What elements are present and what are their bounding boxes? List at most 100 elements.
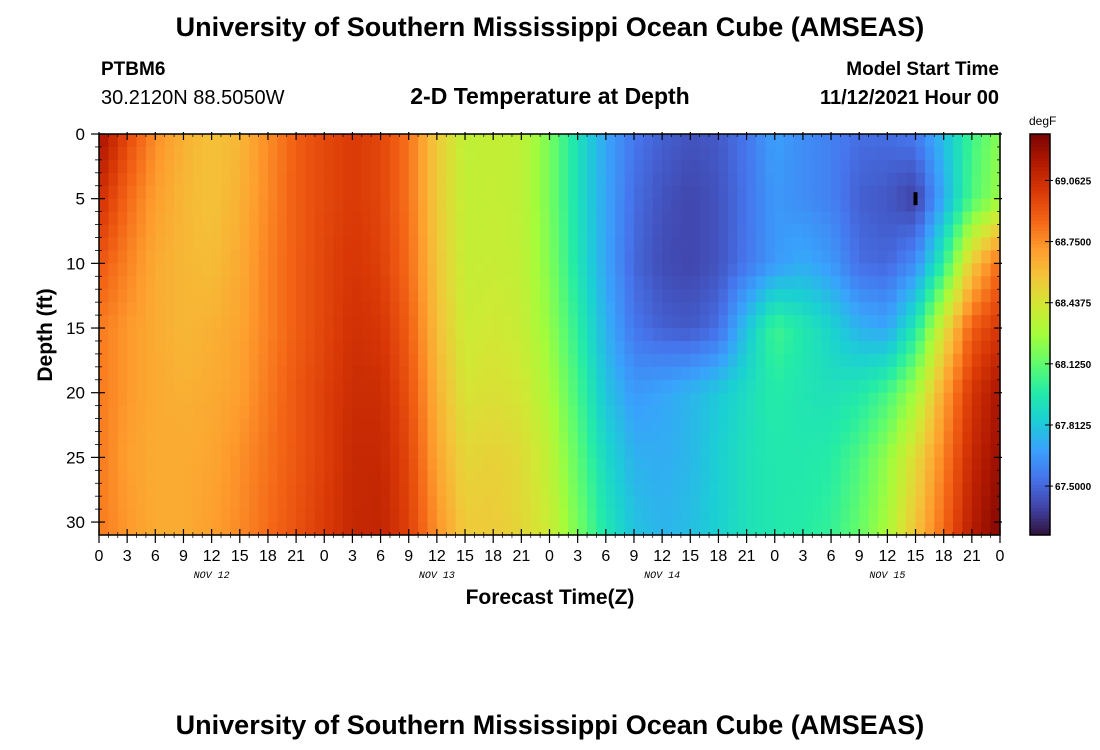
heatmap-cell <box>943 522 954 536</box>
heatmap-cell <box>615 315 626 329</box>
heatmap-cell <box>971 224 982 239</box>
heatmap-cell <box>258 522 269 536</box>
heatmap-cell <box>155 237 166 252</box>
heatmap-cell <box>136 366 147 381</box>
heatmap-cell <box>108 146 119 161</box>
heatmap-cell <box>324 457 335 471</box>
colorbar-segment <box>1030 291 1050 295</box>
heatmap-cell <box>802 134 813 148</box>
heatmap-cell <box>267 250 278 264</box>
heatmap-cell <box>990 379 1001 394</box>
heatmap-cell <box>877 185 888 200</box>
heatmap-cell <box>558 302 569 316</box>
heatmap-cell <box>521 340 532 355</box>
heatmap-cell <box>633 522 644 536</box>
heatmap-cell <box>652 237 663 252</box>
heatmap-cell <box>183 431 194 446</box>
heatmap-cell <box>136 276 147 290</box>
heatmap-cell <box>277 431 288 446</box>
heatmap-cell <box>793 379 804 394</box>
heatmap-cell <box>324 211 335 226</box>
heatmap-cell <box>117 250 128 264</box>
x-tick-label: 15 <box>907 548 925 565</box>
heatmap-cell <box>765 237 776 252</box>
heatmap-cell <box>127 470 138 484</box>
heatmap-cell <box>427 353 438 368</box>
heatmap-cell <box>652 366 663 381</box>
heatmap-cell <box>174 366 185 381</box>
x-axis: 0 3 6 9 12 15 18 21 0 3 6 9 12 15 18 21 0 3 6 9 12 15 18 21 0 3 6 9… <box>95 132 1005 582</box>
heatmap-cell <box>877 276 888 290</box>
heatmap-cell <box>483 250 494 264</box>
heatmap-cell <box>821 379 832 394</box>
heatmap-cell <box>558 470 569 484</box>
heatmap-cell <box>624 302 635 316</box>
heatmap-cell <box>174 379 185 394</box>
heatmap-cell <box>596 211 607 226</box>
heatmap-cell <box>361 172 372 187</box>
colorbar-segment <box>1030 271 1050 275</box>
station-location: 30.2120N 88.5050W <box>101 87 285 109</box>
heatmap-cell <box>671 470 682 484</box>
heatmap-cell <box>784 470 795 484</box>
colorbar-segment <box>1030 154 1050 158</box>
heatmap-cell <box>831 159 842 174</box>
heatmap-cell <box>793 431 804 446</box>
heatmap-cell <box>831 263 842 277</box>
heatmap-cell <box>483 340 494 355</box>
heatmap-cell <box>127 509 138 523</box>
colorbar-segment <box>1030 354 1050 359</box>
heatmap-cell <box>258 211 269 226</box>
heatmap-cell <box>436 340 447 355</box>
heatmap-cell <box>99 185 109 200</box>
heatmap-cell <box>277 185 288 200</box>
heatmap-cell <box>183 366 194 381</box>
heatmap-cell <box>324 392 335 407</box>
heatmap-cell <box>474 198 485 213</box>
heatmap-cell <box>174 353 185 368</box>
heatmap-cell <box>718 159 729 174</box>
heatmap-cell <box>727 134 738 148</box>
heatmap-cell <box>765 509 776 523</box>
heatmap-cell <box>549 250 560 264</box>
heatmap-cell <box>117 522 128 536</box>
heatmap-cell <box>446 198 457 213</box>
heatmap-cell <box>493 470 504 484</box>
heatmap-cell <box>915 159 926 174</box>
heatmap-cell <box>305 366 316 381</box>
heatmap-cell <box>174 522 185 536</box>
heatmap-cell <box>277 172 288 187</box>
heatmap-cell <box>896 211 907 226</box>
heatmap-cell <box>230 211 241 226</box>
heatmap-cell <box>305 328 316 342</box>
heatmap-cell <box>333 418 344 433</box>
heatmap-cell <box>174 185 185 200</box>
heatmap-cell <box>127 224 138 239</box>
heatmap-cell <box>746 289 757 303</box>
heatmap-cell <box>145 185 156 200</box>
heatmap-cell <box>258 470 269 484</box>
heatmap-cell <box>812 159 823 174</box>
heatmap-cell <box>427 250 438 264</box>
heatmap-cell <box>699 418 710 433</box>
heatmap-cell <box>296 379 307 394</box>
heatmap-cell <box>859 315 870 329</box>
heatmap-cell <box>981 353 992 368</box>
colorbar-segment <box>1030 224 1050 229</box>
heatmap-cell <box>971 134 982 148</box>
heatmap-cell <box>164 522 175 536</box>
heatmap-cell <box>211 237 222 252</box>
heatmap-cell <box>455 146 466 161</box>
heatmap-cell <box>680 172 691 187</box>
heatmap-cell <box>727 315 738 329</box>
heatmap-cell <box>840 302 851 316</box>
heatmap-cell <box>267 366 278 381</box>
heatmap-cell <box>699 444 710 458</box>
heatmap-cell <box>924 444 935 458</box>
heatmap-cell <box>690 483 701 497</box>
colorbar-segment <box>1030 220 1050 225</box>
heatmap-cell <box>568 172 579 187</box>
heatmap-cell <box>267 185 278 200</box>
heatmap-cell <box>239 483 250 497</box>
heatmap-cell <box>521 134 532 148</box>
